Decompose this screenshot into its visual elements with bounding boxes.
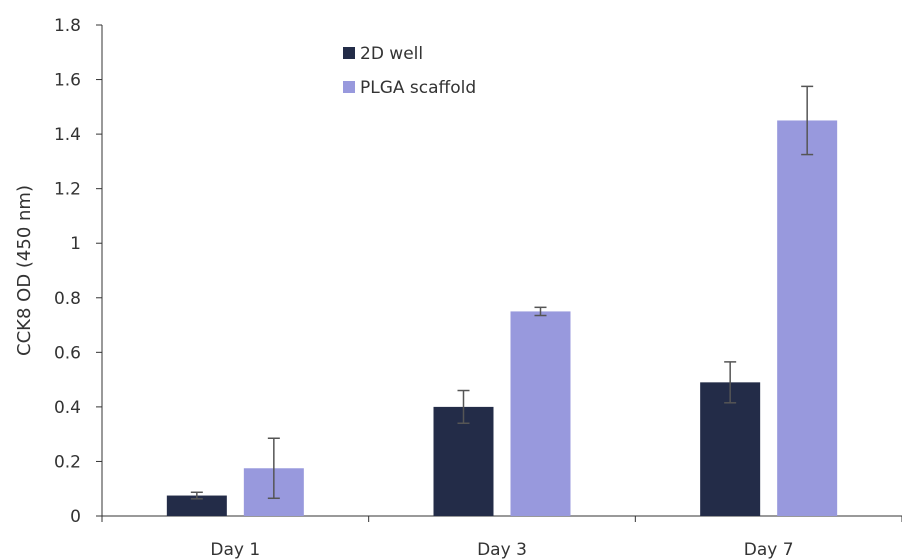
x-tick-label: Day 1 [210,540,260,559]
legend-swatch [343,47,355,59]
legend: 2D well PLGA scaffold [343,44,476,98]
y-tick-label: 1.4 [54,125,81,145]
legend-item: 2D well [343,44,423,64]
y-tick-label: 1 [70,234,81,254]
y-axis-title: CCK8 OD (450 nm) [14,185,35,356]
error-bar [457,389,470,425]
legend-item: PLGA scaffold [343,78,476,98]
error-bar [534,306,547,317]
y-tick-label: 0.2 [54,452,81,472]
y-tick-label: 1.2 [54,180,81,200]
y-tick-label: 0.4 [54,398,81,418]
y-axis: 0 0.2 0.4 0.6 0.8 1 1.2 1.4 1.6 1.8 [54,16,103,527]
legend-swatch [343,81,355,93]
bar [433,406,494,516]
bar [777,120,838,516]
y-tick-label: 0 [70,507,81,527]
bar [510,311,571,516]
bar [166,495,227,516]
legend-label: 2D well [360,44,423,64]
bars [166,120,838,516]
error-bar [190,491,203,500]
x-tick-label: Day 3 [477,540,527,559]
legend-label: PLGA scaffold [360,78,476,98]
error-bars [190,85,814,500]
bar [700,382,761,516]
error-bar [801,85,814,156]
error-bar [724,361,737,404]
y-tick-label: 0.6 [54,343,81,363]
x-axis: Day 1 Day 3 Day 7 [101,515,902,559]
y-tick-label: 1.6 [54,71,81,91]
error-bar [267,437,280,500]
y-tick-label: 0.8 [54,289,81,309]
x-tick-label: Day 7 [744,540,794,559]
y-tick-label: 1.8 [54,16,81,36]
